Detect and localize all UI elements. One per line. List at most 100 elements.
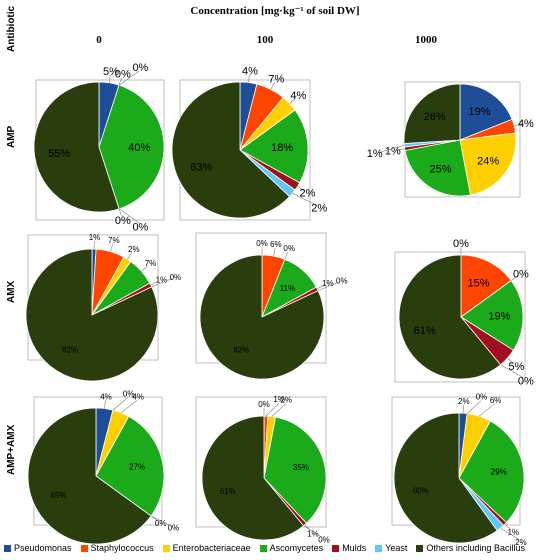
leader-line bbox=[104, 400, 106, 409]
data-label: 35% bbox=[293, 463, 309, 472]
data-label: 61% bbox=[414, 325, 436, 337]
legend-item-pseudomonas: Pseudomonas bbox=[4, 543, 72, 553]
leader-line bbox=[118, 208, 122, 217]
legend-swatch bbox=[4, 544, 11, 552]
slice-amp-1000-enterobacteriaceae bbox=[459, 132, 517, 196]
data-label: 0% bbox=[283, 244, 295, 253]
data-label: 1% bbox=[367, 148, 383, 160]
legend-label: Pseudomonas bbox=[14, 543, 72, 553]
leader-line bbox=[112, 397, 128, 411]
leader-line bbox=[151, 278, 172, 288]
leader-line bbox=[118, 208, 140, 224]
pie-amx-100: 0% 6% 0%11%1% 0%82% bbox=[199, 239, 348, 380]
leader-line bbox=[514, 123, 523, 127]
data-label: 15% bbox=[467, 278, 489, 290]
data-label: 82% bbox=[233, 345, 249, 354]
pie-grid: 5% 0%0%40%0%0%55%4%7%4%18%2%2%63%19%4%24%… bbox=[25, 62, 534, 545]
data-label: 19% bbox=[488, 311, 510, 323]
column-label-0: 0 bbox=[96, 34, 102, 46]
legend-swatch bbox=[416, 544, 424, 552]
data-label: 0% bbox=[476, 393, 488, 402]
data-label: 6% bbox=[270, 240, 282, 249]
leader-line bbox=[270, 82, 275, 90]
slice-amp-1000-ascomycetes bbox=[404, 139, 471, 197]
leader-line bbox=[150, 281, 159, 286]
leader-line bbox=[110, 243, 113, 252]
pie-amp-1000: 19% 4% 24% 25% 1%1% 26% bbox=[367, 83, 534, 197]
data-label: 0% bbox=[256, 239, 268, 248]
data-label: 4% bbox=[242, 66, 258, 78]
leader-line bbox=[118, 70, 140, 86]
leader-line bbox=[297, 186, 305, 191]
data-label: 55% bbox=[48, 148, 70, 160]
data-label: 7% bbox=[145, 259, 157, 268]
legend-item-others-including-bacillus: Others including Bacillus bbox=[416, 543, 525, 553]
data-label: 40% bbox=[128, 142, 150, 154]
slice-amp-1000-others-including-bacillus bbox=[403, 83, 461, 144]
data-label: 0% bbox=[115, 69, 131, 81]
data-label: 27% bbox=[129, 463, 145, 472]
data-label: 1% bbox=[307, 529, 319, 538]
data-label: 0% bbox=[115, 215, 131, 227]
slice-amp-100-others-including-bacillus bbox=[171, 81, 291, 219]
slice-amx-1000-staphylococcus bbox=[460, 254, 512, 318]
data-label: 4% bbox=[132, 393, 144, 402]
legend-label: Yeast bbox=[385, 543, 408, 553]
data-label: 7% bbox=[268, 74, 284, 86]
leader-line bbox=[478, 403, 495, 417]
legend-swatch bbox=[332, 544, 340, 552]
leader-line bbox=[248, 74, 250, 83]
data-label: 61% bbox=[220, 487, 236, 496]
legend-swatch bbox=[259, 544, 267, 552]
data-label: 0% bbox=[513, 268, 529, 280]
leader-line bbox=[303, 525, 322, 537]
pie-amp-amx-0: 4% 0%4%27%0%0%65% bbox=[27, 390, 180, 545]
leader-line bbox=[504, 523, 511, 530]
data-label: 5% bbox=[103, 66, 119, 78]
data-label: 1% bbox=[89, 233, 101, 242]
data-label: 2% bbox=[128, 245, 140, 254]
slice-amp-amx-100-ascomycetes bbox=[263, 416, 327, 524]
data-label: 1% bbox=[156, 275, 168, 284]
data-label: 0% bbox=[132, 62, 148, 74]
data-label: 18% bbox=[271, 142, 293, 154]
leader-line bbox=[292, 193, 317, 206]
data-label: 5% bbox=[509, 361, 525, 373]
pie-amp-amx-1000: 2% 0% 6%29%1%2%60% bbox=[393, 393, 527, 545]
data-label: 1% bbox=[385, 146, 401, 158]
data-label: 6% bbox=[490, 396, 502, 405]
data-label: 26% bbox=[424, 111, 446, 123]
data-label: 2% bbox=[311, 202, 327, 214]
legend-label: Mulds bbox=[342, 543, 367, 553]
data-label: 0% bbox=[336, 277, 348, 286]
data-label: 0% bbox=[168, 524, 180, 533]
legend-swatch bbox=[162, 544, 170, 552]
data-label: 65% bbox=[50, 491, 66, 500]
data-label: 2% bbox=[300, 188, 316, 200]
data-label: 25% bbox=[429, 164, 451, 176]
data-label: 0% bbox=[453, 238, 469, 250]
leader-line bbox=[317, 284, 325, 290]
leader-line bbox=[127, 252, 132, 260]
slice-amp-1000-pseudomonas bbox=[459, 83, 513, 141]
legend-label: Enterobacteriaceae bbox=[172, 543, 251, 553]
pie-amp-amx-100: 0%1%2%35%1%0%61% bbox=[201, 395, 330, 545]
column-label-1000: 1000 bbox=[415, 34, 437, 46]
legend-item-staphylococcus: Staphylococcus bbox=[80, 543, 154, 553]
chart-title: Concentration [mg·kg⁻¹ of soil DW] bbox=[190, 5, 360, 17]
slice-amp-amx-1000-ascomycetes bbox=[458, 420, 525, 524]
legend: Pseudomonas Staphylococcus Enterobacteriac… bbox=[4, 543, 550, 553]
column-label-100: 100 bbox=[256, 34, 274, 46]
data-label: 4% bbox=[100, 392, 112, 401]
data-label: 82% bbox=[62, 345, 78, 354]
slice-amx-100-others-including-bacillus bbox=[199, 254, 325, 380]
data-label: 7% bbox=[108, 236, 120, 245]
slice-amp-100-ascomycetes bbox=[239, 109, 309, 184]
data-label: 4% bbox=[290, 90, 306, 102]
slice-amp-amx-0-others-including-bacillus bbox=[27, 407, 152, 545]
data-label: 2% bbox=[515, 538, 527, 545]
data-label: 1% bbox=[273, 395, 285, 404]
data-label: 0% bbox=[132, 222, 148, 234]
data-label: 63% bbox=[190, 162, 212, 174]
leader-line bbox=[462, 405, 464, 414]
